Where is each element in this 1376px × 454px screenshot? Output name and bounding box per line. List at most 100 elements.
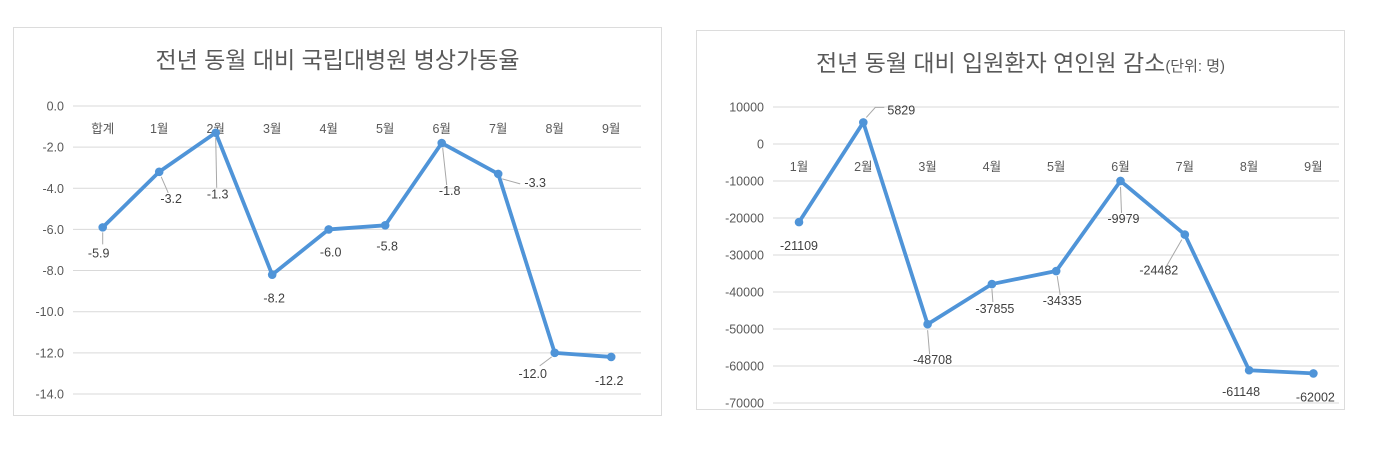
svg-text:-12.0: -12.0 (36, 346, 65, 360)
svg-text:합계: 합계 (91, 122, 114, 136)
leader-line (442, 147, 448, 186)
data-point-marker (987, 279, 997, 289)
data-point-marker (324, 225, 334, 234)
data-point-markers (98, 128, 616, 362)
data-point-marker (1309, 369, 1318, 378)
svg-text:-1.3: -1.3 (207, 188, 229, 202)
svg-text:5월: 5월 (1047, 160, 1065, 174)
category-axis-labels: 1월 2월 3월 4월 5월 6월 7월 8월 9월 (790, 160, 1323, 174)
leader-line (1056, 275, 1061, 296)
svg-text:6월: 6월 (432, 122, 450, 136)
svg-text:6월: 6월 (1111, 160, 1129, 174)
leader-line (539, 356, 553, 367)
svg-text:4월: 4월 (983, 160, 1001, 174)
svg-text:-20000: -20000 (725, 212, 764, 226)
svg-text:-4.0: -4.0 (42, 182, 64, 196)
data-point-marker (859, 118, 868, 127)
svg-text:1월: 1월 (790, 160, 808, 174)
svg-text:-12.2: -12.2 (595, 374, 624, 388)
svg-text:3월: 3월 (918, 160, 936, 174)
svg-text:0: 0 (757, 138, 764, 152)
svg-text:-10.0: -10.0 (36, 305, 65, 319)
data-point-marker (493, 169, 503, 179)
svg-text:-1.8: -1.8 (439, 184, 461, 198)
line-chart-bed-occupancy: 0.0-2.0-4.0-6.0-8.0-10.0-12.0-14.0합계1월2월… (36, 100, 641, 402)
svg-text:-14.0: -14.0 (36, 387, 65, 401)
leader-line (991, 289, 994, 303)
svg-text:-5.8: -5.8 (376, 239, 398, 253)
svg-text:2월: 2월 (854, 160, 872, 174)
leader-line (1166, 239, 1183, 266)
chart-title-suffix: (단위: 명) (1165, 58, 1226, 75)
svg-text:-40000: -40000 (725, 286, 764, 300)
data-point-marker (1051, 266, 1061, 276)
svg-text:-6.0: -6.0 (320, 245, 342, 259)
leader-line (865, 106, 885, 118)
svg-text:-12.0: -12.0 (518, 367, 547, 381)
svg-text:9월: 9월 (602, 122, 620, 136)
svg-text:3월: 3월 (263, 122, 281, 136)
svg-text:-30000: -30000 (725, 249, 764, 263)
svg-text:-60000: -60000 (725, 360, 764, 374)
gridlines (773, 106, 1339, 404)
data-point-marker (923, 319, 932, 329)
svg-text:-8.2: -8.2 (263, 292, 285, 306)
leader-line (1120, 186, 1122, 213)
svg-text:7월: 7월 (489, 122, 507, 136)
svg-text:8월: 8월 (1240, 160, 1258, 174)
svg-text:10000: 10000 (729, 101, 764, 115)
chart-title: 전년 동월 대비 국립대병원 병상가동율 (14, 41, 661, 75)
line-chart-inpatient-decrease: 10000 0 -10000 -20000 -30000 -40000 -50000 -600… (725, 101, 1339, 411)
leader-line (502, 178, 521, 185)
data-point-marker (380, 221, 390, 230)
svg-text:1월: 1월 (150, 122, 168, 136)
svg-text:-61148: -61148 (1222, 385, 1260, 399)
gridlines (73, 105, 641, 395)
leader-line (215, 137, 218, 188)
data-point-marker (437, 138, 447, 148)
svg-text:-50000: -50000 (725, 323, 764, 337)
svg-text:4월: 4월 (319, 122, 337, 136)
data-labels: -21109 5829 -48708 -37855 -34335 -9979 -24482 -… (780, 103, 1335, 404)
svg-text:-2.0: -2.0 (42, 141, 64, 155)
chart-panel-bed-occupancy: 전년 동월 대비 국립대병원 병상가동율 0.0 -2.0 -4.0 -6.0 -8.0… (13, 27, 662, 416)
data-point-marker (550, 348, 559, 358)
svg-text:7월: 7월 (1176, 160, 1194, 174)
svg-text:8월: 8월 (545, 122, 563, 136)
data-point-marker (1244, 365, 1254, 375)
data-label-leader-lines (102, 137, 553, 367)
svg-text:-62002: -62002 (1296, 390, 1335, 404)
svg-text:-48708: -48708 (913, 353, 952, 367)
svg-text:-37855: -37855 (975, 302, 1014, 316)
svg-text:-6.0: -6.0 (42, 223, 64, 237)
svg-text:9월: 9월 (1304, 160, 1322, 174)
data-point-markers (794, 118, 1318, 378)
svg-text:-3.2: -3.2 (160, 192, 182, 206)
data-label-leader-lines (865, 106, 1183, 355)
leader-line (927, 330, 931, 355)
svg-text:-70000: -70000 (725, 397, 764, 411)
chart-panel-inpatient-decrease: 전년 동월 대비 입원환자 연인원 감소(단위: 명) 10000 0 -10000… (696, 30, 1345, 411)
svg-text:-8.0: -8.0 (42, 264, 64, 278)
data-line (100, 130, 614, 359)
y-axis-tick-labels: 10000 0 -10000 -20000 -30000 -40000 -50000 -600… (725, 101, 764, 411)
svg-text:-9979: -9979 (1108, 212, 1140, 226)
chart-title: 전년 동월 대비 입원환자 연인원 감소(단위: 명) (697, 44, 1344, 78)
svg-text:5829: 5829 (887, 103, 915, 117)
svg-text:-5.9: -5.9 (88, 246, 110, 260)
data-point-marker (794, 217, 804, 227)
y-axis-tick-labels: 0.0 -2.0 -4.0 -6.0 -8.0 -10.0 -12.0 -14.0 (36, 100, 65, 402)
chart-title-text: 전년 동월 대비 국립대병원 병상가동율 (155, 47, 520, 73)
data-point-marker (154, 167, 164, 177)
data-point-marker (98, 223, 107, 232)
category-axis-labels: 합계1월2월3월4월5월6월7월8월9월 (91, 122, 620, 136)
svg-text:-21109: -21109 (780, 239, 818, 253)
chart-title-text: 전년 동월 대비 입원환자 연인원 감소 (815, 50, 1166, 76)
data-labels: -5.9 -3.2 -1.3 -8.2 -6.0 -5.8 -1.8 -3.3 -12.0 -12… (88, 176, 624, 388)
leader-line (160, 176, 169, 194)
svg-text:-34335: -34335 (1043, 294, 1082, 308)
data-point-marker (1180, 230, 1190, 239)
svg-text:-3.3: -3.3 (524, 176, 546, 190)
svg-text:0.0: 0.0 (47, 100, 64, 114)
